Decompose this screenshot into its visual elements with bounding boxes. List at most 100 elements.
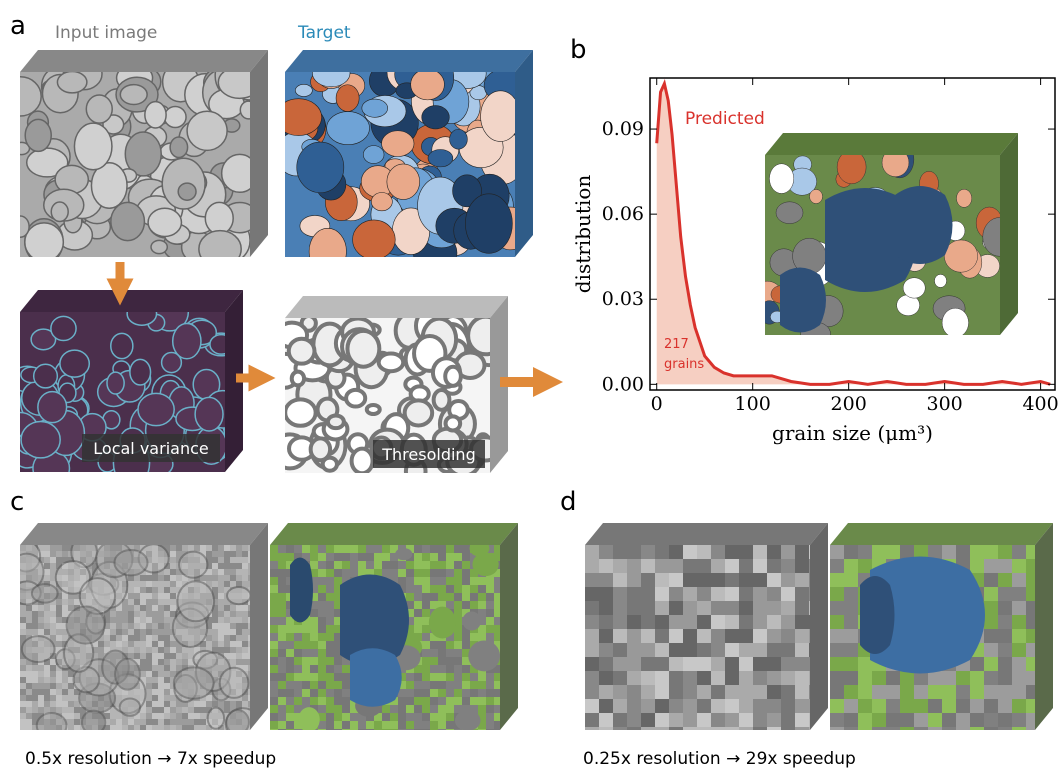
- pixel: [382, 729, 390, 737]
- pixel: [278, 561, 286, 569]
- grain: [195, 397, 223, 431]
- pixel: [182, 647, 188, 653]
- pixel: [286, 657, 294, 665]
- pixel: [844, 727, 858, 741]
- pixel: [236, 575, 242, 581]
- pixel: [326, 585, 334, 593]
- pixel: [212, 575, 218, 581]
- pixel: [1012, 615, 1026, 629]
- pixel: [278, 617, 286, 625]
- pixel: [170, 719, 176, 725]
- pixel: [767, 559, 781, 573]
- pixel: [342, 553, 350, 561]
- pixel: [446, 721, 454, 729]
- pixel: [116, 725, 122, 731]
- pixel: [44, 611, 50, 617]
- pixel: [164, 611, 170, 617]
- pixel: [152, 647, 158, 653]
- pixel: [44, 671, 50, 677]
- pixel: [599, 587, 613, 601]
- pixel: [478, 585, 486, 593]
- pixel: [422, 657, 430, 665]
- pixel: [326, 633, 334, 641]
- pixel: [430, 649, 438, 657]
- pixel: [984, 671, 998, 685]
- pixel: [116, 611, 122, 617]
- pixel: [374, 545, 382, 553]
- pixel: [406, 697, 414, 705]
- pixel: [414, 593, 422, 601]
- pixel: [585, 671, 599, 685]
- pixel: [152, 665, 158, 671]
- pixel: [669, 601, 683, 615]
- pixel: [212, 545, 218, 551]
- grain: [0, 77, 41, 116]
- pixel: [342, 713, 350, 721]
- pixel: [613, 727, 627, 741]
- pixel: [44, 575, 50, 581]
- pixel: [655, 601, 669, 615]
- pixel: [725, 587, 739, 601]
- grain: [769, 164, 793, 194]
- pixel: [62, 599, 68, 605]
- pixel: [422, 561, 430, 569]
- pixel: [212, 551, 218, 557]
- pixel: [984, 559, 998, 573]
- pixel: [655, 615, 669, 629]
- pixel: [844, 559, 858, 573]
- pixel: [326, 569, 334, 577]
- pixel: [146, 659, 152, 665]
- pixel: [753, 545, 767, 559]
- pixel: [970, 657, 984, 671]
- pixel: [942, 685, 956, 699]
- pixel: [44, 551, 50, 557]
- pixel: [711, 573, 725, 587]
- pixel: [599, 643, 613, 657]
- pixel: [170, 707, 176, 713]
- pixel: [430, 729, 438, 737]
- pixel: [56, 617, 62, 623]
- pixel: [68, 707, 74, 713]
- pixel: [711, 643, 725, 657]
- pixel: [182, 653, 188, 659]
- pixel: [970, 699, 984, 713]
- pixel: [438, 721, 446, 729]
- pixel: [478, 593, 486, 601]
- pixel: [627, 643, 641, 657]
- pixel: [739, 601, 753, 615]
- pixel: [342, 697, 350, 705]
- pixel: [613, 629, 627, 643]
- pixel: [830, 671, 844, 685]
- pixel: [390, 705, 398, 713]
- pixel: [844, 713, 858, 727]
- pixel: [242, 551, 248, 557]
- pixel: [158, 695, 164, 701]
- pixel: [26, 629, 32, 635]
- pixel: [585, 685, 599, 699]
- pixel: [152, 617, 158, 623]
- panel-label: a: [10, 11, 26, 41]
- pixel: [270, 617, 278, 625]
- pixel: [146, 641, 152, 647]
- pixel: [170, 551, 176, 557]
- pixel: [725, 629, 739, 643]
- pixel: [398, 713, 406, 721]
- pixel: [753, 629, 767, 643]
- pixel: [212, 563, 218, 569]
- pixel: [56, 677, 62, 683]
- pixel: [462, 569, 470, 577]
- pixel: [50, 563, 56, 569]
- grain: [292, 372, 304, 386]
- pixel: [176, 653, 182, 659]
- pixel: [26, 707, 32, 713]
- cube-side: [500, 523, 518, 730]
- pixel: [1012, 573, 1026, 587]
- pixel: [236, 611, 242, 617]
- pixel: [158, 617, 164, 623]
- pixel: [430, 569, 438, 577]
- panel-label: b: [570, 35, 587, 65]
- pixel: [74, 707, 80, 713]
- pixel: [170, 575, 176, 581]
- pixel: [164, 701, 170, 707]
- pixel: [462, 641, 470, 649]
